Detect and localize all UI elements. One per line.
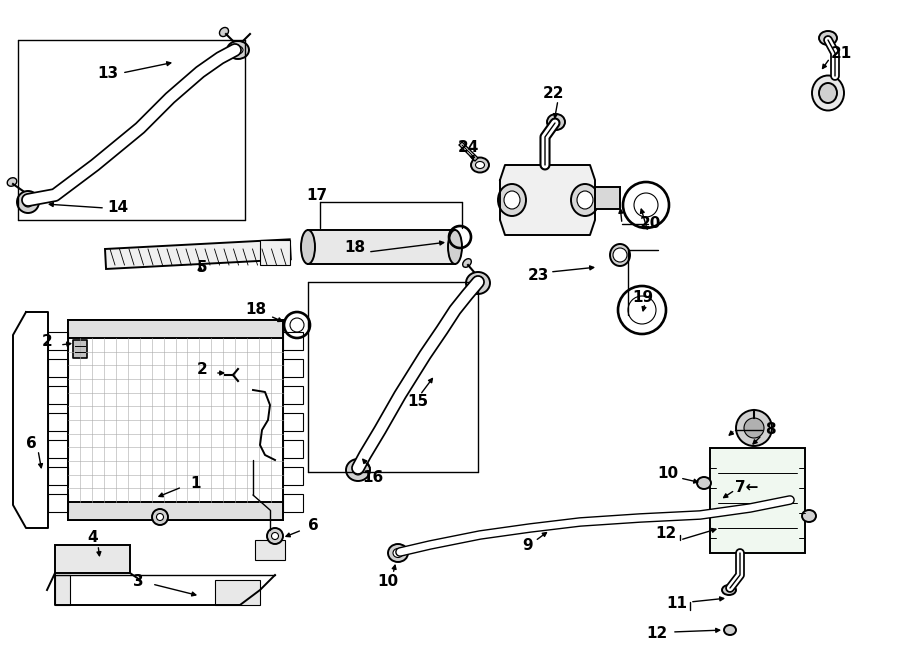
Ellipse shape xyxy=(346,459,370,481)
Bar xyxy=(55,545,130,573)
Ellipse shape xyxy=(812,75,844,110)
Polygon shape xyxy=(500,165,595,235)
Bar xyxy=(48,494,68,512)
Ellipse shape xyxy=(393,549,403,557)
Ellipse shape xyxy=(220,28,229,36)
Bar xyxy=(255,540,285,560)
Text: 1: 1 xyxy=(191,475,202,490)
Ellipse shape xyxy=(466,272,490,294)
Text: 18: 18 xyxy=(246,301,266,317)
Bar xyxy=(283,413,303,431)
Bar xyxy=(283,440,303,458)
Text: 12: 12 xyxy=(646,625,668,641)
Ellipse shape xyxy=(267,528,283,544)
Bar xyxy=(48,413,68,431)
Bar xyxy=(283,386,303,404)
Bar xyxy=(283,359,303,377)
Ellipse shape xyxy=(724,625,736,635)
Text: 16: 16 xyxy=(363,469,383,485)
Text: 17: 17 xyxy=(306,188,328,204)
Ellipse shape xyxy=(301,230,315,264)
Ellipse shape xyxy=(227,41,249,59)
Text: 18: 18 xyxy=(345,239,365,254)
Text: 21: 21 xyxy=(831,46,851,61)
Ellipse shape xyxy=(802,510,816,522)
Ellipse shape xyxy=(610,244,630,266)
Text: 3: 3 xyxy=(132,574,143,590)
Text: 6: 6 xyxy=(25,436,36,451)
Bar xyxy=(48,386,68,404)
Text: 13: 13 xyxy=(97,65,119,81)
Text: 24: 24 xyxy=(457,139,479,155)
Text: 4: 4 xyxy=(87,531,98,545)
Text: 10: 10 xyxy=(377,574,399,590)
Bar xyxy=(105,239,291,269)
Bar xyxy=(48,332,68,350)
Ellipse shape xyxy=(233,46,243,54)
Text: 2: 2 xyxy=(196,362,207,377)
Bar xyxy=(48,467,68,485)
Bar xyxy=(73,340,87,358)
Ellipse shape xyxy=(152,509,168,525)
Ellipse shape xyxy=(471,157,489,173)
Ellipse shape xyxy=(577,191,593,209)
Bar xyxy=(283,494,303,512)
Circle shape xyxy=(736,410,772,446)
Text: 10: 10 xyxy=(657,465,679,481)
Text: 5: 5 xyxy=(197,260,207,274)
Ellipse shape xyxy=(473,278,483,288)
Ellipse shape xyxy=(463,258,472,267)
Bar xyxy=(595,187,620,209)
Ellipse shape xyxy=(504,191,520,209)
Ellipse shape xyxy=(819,31,837,45)
Bar xyxy=(283,467,303,485)
Bar xyxy=(48,440,68,458)
Text: 8: 8 xyxy=(765,422,775,438)
Text: 23: 23 xyxy=(527,268,549,282)
Ellipse shape xyxy=(23,197,33,207)
Bar xyxy=(308,230,455,264)
Text: 19: 19 xyxy=(633,290,653,305)
Bar xyxy=(68,320,283,338)
Ellipse shape xyxy=(7,178,17,186)
Bar xyxy=(215,580,260,605)
Bar xyxy=(260,240,290,265)
Text: 7←: 7← xyxy=(735,481,759,496)
Text: 6: 6 xyxy=(308,518,319,533)
Bar xyxy=(68,502,283,520)
Ellipse shape xyxy=(353,465,363,475)
Ellipse shape xyxy=(475,161,484,169)
Text: 22: 22 xyxy=(544,85,565,100)
Text: 15: 15 xyxy=(408,395,428,410)
Ellipse shape xyxy=(498,184,526,216)
Text: 11: 11 xyxy=(667,596,688,611)
Ellipse shape xyxy=(819,83,837,103)
Ellipse shape xyxy=(272,533,278,539)
Text: 9: 9 xyxy=(523,539,534,553)
Bar xyxy=(55,575,70,605)
Bar xyxy=(283,332,303,350)
Bar xyxy=(68,320,283,520)
Text: 12: 12 xyxy=(655,527,677,541)
Bar xyxy=(48,359,68,377)
Bar xyxy=(710,448,805,553)
Ellipse shape xyxy=(547,114,565,130)
Ellipse shape xyxy=(17,191,39,213)
Text: 14: 14 xyxy=(107,200,129,215)
Circle shape xyxy=(613,248,627,262)
Ellipse shape xyxy=(448,230,462,264)
Circle shape xyxy=(744,418,764,438)
Text: 2: 2 xyxy=(41,334,52,348)
Ellipse shape xyxy=(697,477,711,489)
Ellipse shape xyxy=(388,544,408,562)
Ellipse shape xyxy=(722,585,736,595)
Text: 20: 20 xyxy=(639,217,661,231)
Ellipse shape xyxy=(571,184,599,216)
Ellipse shape xyxy=(157,514,164,520)
